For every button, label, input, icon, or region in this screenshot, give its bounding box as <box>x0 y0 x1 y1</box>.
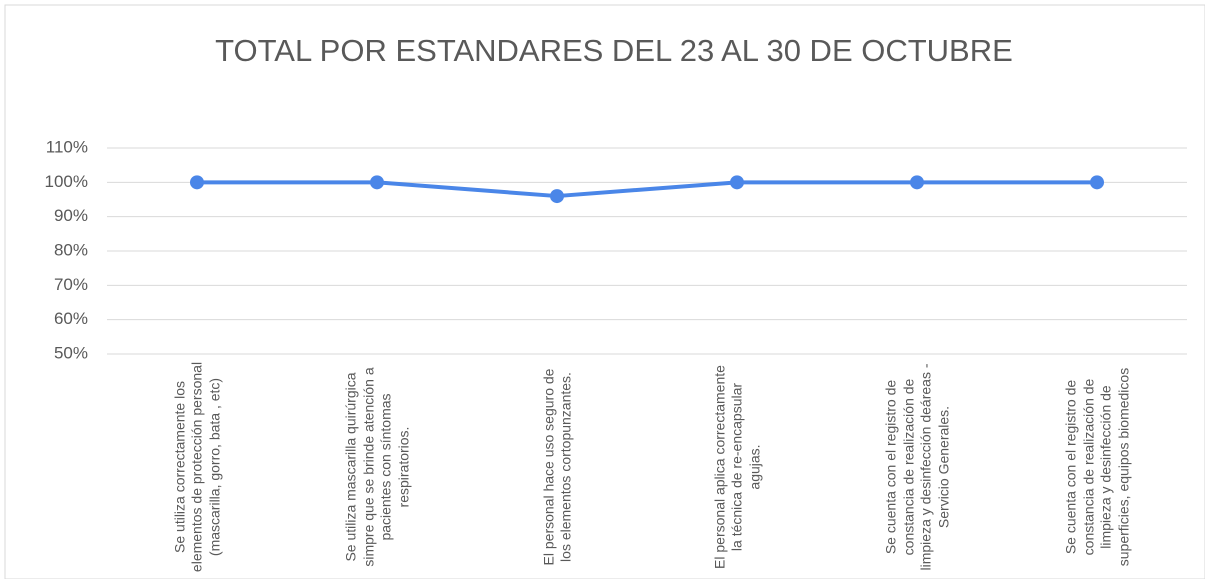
y-tick-label: 80% <box>54 240 88 259</box>
x-tick-label: Se utiliza mascarilla quirúrgica simpre … <box>342 367 411 567</box>
x-tick-label: El personal hace uso seguro de los eleme… <box>539 368 574 566</box>
marker <box>1090 175 1104 190</box>
x-tick-label: Se utiliza correctamente los elementos d… <box>170 361 222 573</box>
marker <box>730 175 744 190</box>
marker <box>910 175 924 190</box>
chart-border <box>4 4 1205 579</box>
y-tick-label: 100% <box>45 172 88 191</box>
y-tick-label: 50% <box>54 343 88 362</box>
marker <box>550 189 564 204</box>
y-tick-label: 70% <box>54 275 88 294</box>
line <box>197 180 1097 199</box>
y-tick-label: 110% <box>46 137 88 156</box>
x-tick-label: El personal aplica correctamente la técn… <box>710 365 762 569</box>
x-tick-label: Se cuenta con el registro de constancia … <box>1062 367 1131 567</box>
marker <box>370 175 384 190</box>
x-tick-label: Se cuenta con el registro de constancia … <box>882 363 951 571</box>
y-tick-label: 90% <box>54 206 88 225</box>
chart-title: TOTAL POR ESTANDARES DEL 23 AL 30 DE OCT… <box>215 33 1013 68</box>
y-tick-label: 60% <box>54 309 88 328</box>
marker <box>190 175 204 190</box>
